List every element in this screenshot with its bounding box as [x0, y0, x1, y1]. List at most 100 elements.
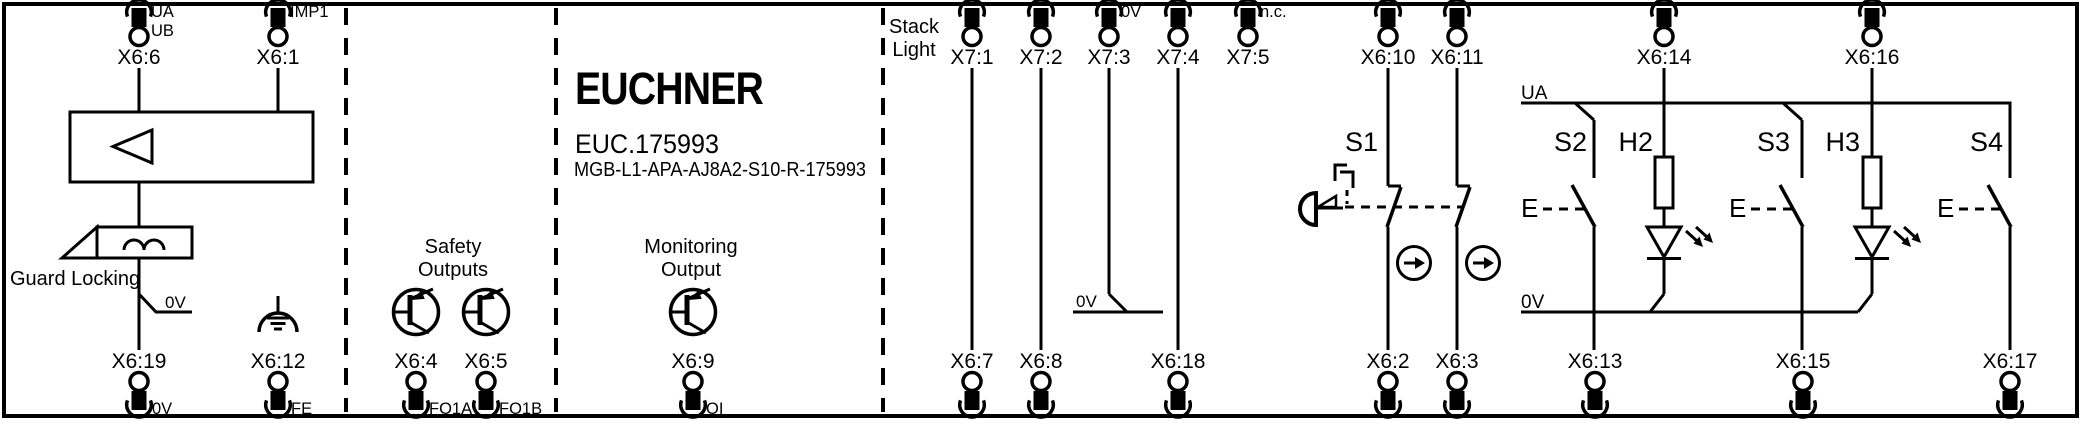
terminal-top-x7-1: X7:1 [950, 0, 994, 69]
svg-text:IMP1: IMP1 [290, 3, 329, 21]
s1-label: S1 [1345, 127, 1378, 157]
ov-tap-stack-label: 0V [1076, 292, 1097, 311]
section-separators [344, 8, 885, 412]
svg-text:X6:17: X6:17 [1983, 350, 2038, 373]
monitoring-output-label-line1: Monitoring [644, 236, 737, 258]
guard-locking-label: Guard Locking [10, 268, 140, 290]
svg-text:X7:3: X7:3 [1087, 46, 1130, 69]
s3-e-label: E [1729, 193, 1746, 223]
safety-outputs-section: Safety Outputs [391, 236, 511, 337]
svg-text:X6:7: X6:7 [950, 350, 993, 373]
svg-text:X7:2: X7:2 [1019, 46, 1062, 69]
bottom-terminals: X6:19 0V X6:12 FE X6:4 FO1A X6:5 FO1B X6… [112, 350, 2038, 419]
svg-text:n.c.: n.c. [1260, 3, 1287, 21]
svg-text:X7:1: X7:1 [950, 46, 993, 69]
ov-tap-guard-label: 0V [165, 293, 186, 312]
transistor-output-icon-oi [668, 287, 718, 337]
terminal-bottom-x6-7: X6:7 [950, 350, 994, 419]
terminal-bottom-x6-5: X6:5 FO1B [464, 350, 542, 419]
terminal-bottom-x6-12: X6:12 FE [251, 350, 312, 419]
svg-text:0V: 0V [1121, 3, 1141, 21]
terminal-top-x6-16: X6:16 [1845, 0, 1899, 69]
ua-rail-label: UA [1521, 83, 1548, 104]
monitoring-output-label-line2: Output [661, 259, 721, 281]
terminal-top-x7-4: X7:4 [1156, 0, 1200, 69]
terminal-top-x6-14: X6:14 [1637, 0, 1692, 69]
s1-door-switch-section: S1 [1298, 68, 1501, 350]
svg-text:X6:11: X6:11 [1430, 46, 1483, 69]
terminal-top-x6-6: X6:6 UA UB [117, 0, 174, 69]
svg-text:X6:18: X6:18 [1151, 350, 1206, 373]
ua-rail-wire [1521, 101, 2012, 178]
svg-text:X6:1: X6:1 [256, 46, 299, 69]
solenoid-box [95, 225, 194, 260]
terminal-top-x6-10: X6:10 [1361, 0, 1415, 69]
s4-e-label: E [1937, 193, 1954, 223]
svg-text:X6:13: X6:13 [1568, 350, 1623, 373]
terminal-bottom-x6-3: X6:3 [1435, 350, 1479, 419]
h3-label: H3 [1825, 127, 1860, 157]
svg-text:X6:14: X6:14 [1637, 46, 1692, 69]
h2-label: H2 [1618, 127, 1653, 157]
guard-locking-section: 0V Guard Locking [10, 68, 315, 350]
h3-led-icon [1852, 68, 1921, 313]
order-number: EUC.175993 [575, 129, 719, 159]
svg-text:X6:3: X6:3 [1435, 350, 1478, 373]
stack-light-label-line2: Light [892, 39, 936, 61]
terminal-bottom-x6-9: X6:9 OI [671, 350, 723, 419]
product-info-block: EUCHNER EUC.175993 MGB-L1-APA-AJ8A2-S10-… [574, 63, 866, 181]
svg-text:UB: UB [151, 22, 174, 40]
buttons-and-lamps-section: UA 0V S2 E H2 S3 E H3 [1521, 68, 2013, 350]
ov-tap-stack-wire [1073, 292, 1163, 314]
stack-light-label-line1: Stack [889, 16, 940, 38]
s2-label: S2 [1554, 127, 1587, 157]
svg-text:FE: FE [291, 400, 312, 418]
s3-label: S3 [1757, 127, 1790, 157]
s4-label: S4 [1970, 127, 2003, 157]
svg-text:X6:9: X6:9 [671, 350, 714, 373]
fe-ground-icon [257, 296, 299, 333]
terminal-bottom-x6-2: X6:2 [1366, 350, 1410, 419]
flow-arrow-icon-1 [1396, 245, 1432, 281]
top-terminals: X6:6 UA UB X6:1 IMP1 X7:1 X7:2 X7:3 0V X… [117, 0, 1899, 69]
terminal-bottom-x6-17: X6:17 [1983, 350, 2038, 419]
svg-text:X7:5: X7:5 [1226, 46, 1269, 69]
s1-contact1-wire [1386, 68, 1401, 350]
terminal-top-x7-2: X7:2 [1019, 0, 1063, 69]
terminal-bottom-x6-18: X6:18 [1151, 350, 1206, 419]
amplifier-triangle-icon [109, 127, 154, 166]
svg-text:0V: 0V [152, 400, 172, 418]
brand-logo: EUCHNER [575, 63, 763, 114]
svg-text:X6:4: X6:4 [394, 350, 438, 373]
terminal-top-x7-3: X7:3 0V [1087, 0, 1141, 69]
s1-contact2-wire [1455, 68, 1470, 350]
solenoid-coil-icon [122, 238, 166, 251]
transistor-output-icon-fo1b [461, 287, 511, 337]
transistor-output-icon-fo1a [391, 287, 441, 337]
svg-text:X7:4: X7:4 [1156, 46, 1200, 69]
monitoring-output-section: Monitoring Output [644, 236, 738, 337]
terminal-bottom-x6-8: X6:8 [1019, 350, 1063, 419]
svg-text:X6:15: X6:15 [1776, 350, 1831, 373]
terminal-bottom-x6-19: X6:19 0V [112, 350, 172, 419]
ua-rail-branch-kinks [1573, 101, 1804, 122]
svg-text:X6:8: X6:8 [1019, 350, 1062, 373]
svg-text:OI: OI [706, 400, 723, 418]
door-actuator-icon [1298, 163, 1355, 228]
svg-text:X6:19: X6:19 [112, 350, 167, 373]
s2-e-label: E [1521, 193, 1538, 223]
locking-bolt-icon [58, 223, 99, 260]
terminal-bottom-x6-4: X6:4 FO1A [394, 350, 472, 419]
terminal-top-x7-5: X7:5 n.c. [1226, 0, 1287, 69]
terminal-bottom-x6-13: X6:13 [1568, 350, 1623, 419]
flow-arrow-icon-2 [1465, 245, 1501, 281]
svg-text:X6:2: X6:2 [1366, 350, 1409, 373]
ov-rail-label: 0V [1521, 292, 1545, 313]
h2-led-icon [1644, 68, 1713, 313]
ov-tap-guard-wire [137, 292, 192, 314]
stack-light-section: Stack Light 0V [889, 16, 1180, 350]
safety-outputs-label-line2: Outputs [418, 259, 488, 281]
svg-text:X6:5: X6:5 [464, 350, 507, 373]
svg-text:X6:6: X6:6 [117, 46, 160, 69]
